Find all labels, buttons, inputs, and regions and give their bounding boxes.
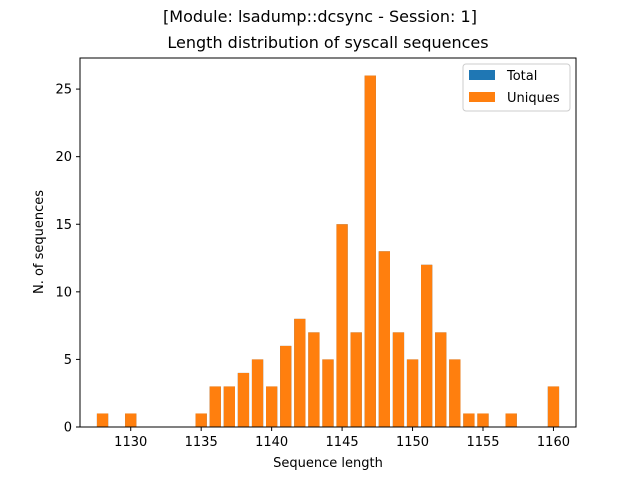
x-tick-label: 1150 bbox=[396, 435, 429, 450]
bar-uniques-1152 bbox=[435, 332, 447, 427]
bar-uniques-1155 bbox=[477, 413, 489, 427]
legend: Total Uniques bbox=[462, 63, 571, 112]
bar-uniques-1149 bbox=[392, 332, 405, 427]
x-axis-ticks: 1130 1135 1140 1145 1150 1155 1160 bbox=[114, 427, 570, 450]
y-axis-label: N. of sequences bbox=[32, 190, 47, 294]
bar-uniques-1140 bbox=[266, 386, 278, 427]
x-tick-label: 1145 bbox=[326, 435, 359, 450]
x-tick-label: 1130 bbox=[114, 435, 147, 450]
x-tick-label: 1155 bbox=[466, 435, 499, 450]
bar-uniques-1130 bbox=[125, 413, 137, 427]
plot-area-frame bbox=[79, 57, 577, 428]
y-tick-label: 20 bbox=[55, 150, 72, 165]
bar-uniques-1146 bbox=[350, 332, 362, 427]
bar-uniques-1139 bbox=[251, 359, 264, 427]
y-tick-label: 5 bbox=[64, 353, 72, 368]
bar-uniques-1141 bbox=[280, 345, 292, 427]
bar-uniques-1150 bbox=[406, 359, 419, 427]
chart-title: Length distribution of syscall sequences bbox=[167, 33, 489, 52]
bar-uniques-1148 bbox=[378, 251, 390, 427]
y-axis-ticks: 0 5 10 15 20 25 bbox=[55, 83, 80, 436]
bar-uniques-1137 bbox=[223, 386, 235, 427]
bar-uniques-1143 bbox=[308, 332, 320, 427]
bar-uniques-1138 bbox=[237, 372, 250, 427]
bar-uniques-1142 bbox=[294, 318, 306, 427]
x-tick-label: 1160 bbox=[537, 435, 570, 450]
legend-swatch-uniques bbox=[469, 92, 495, 102]
bar-uniques-1145 bbox=[336, 224, 348, 427]
figure-suptitle: [Module: lsadump::dcsync - Session: 1] bbox=[163, 7, 477, 26]
bar-uniques-1154 bbox=[463, 413, 475, 427]
legend-label-total: Total bbox=[506, 69, 537, 84]
bar-uniques-1136 bbox=[209, 386, 221, 427]
series-uniques-bars bbox=[96, 75, 560, 427]
bar-uniques-1151 bbox=[421, 264, 433, 427]
legend-swatch-total bbox=[469, 70, 495, 80]
x-tick-label: 1135 bbox=[185, 435, 218, 450]
bar-uniques-1147 bbox=[364, 75, 376, 427]
y-tick-label: 10 bbox=[55, 285, 72, 300]
bar-uniques-1135 bbox=[195, 413, 207, 427]
x-axis-label: Sequence length bbox=[273, 456, 383, 471]
bar-uniques-1144 bbox=[322, 359, 334, 427]
bar-uniques-1128 bbox=[96, 413, 109, 427]
y-tick-label: 15 bbox=[55, 218, 72, 233]
legend-label-uniques: Uniques bbox=[507, 91, 560, 106]
bar-uniques-1157 bbox=[505, 413, 517, 427]
x-tick-label: 1140 bbox=[255, 435, 288, 450]
bar-uniques-1153 bbox=[449, 359, 461, 427]
y-tick-label: 0 bbox=[64, 421, 72, 436]
y-tick-label: 25 bbox=[55, 83, 72, 98]
bar-uniques-1160 bbox=[547, 386, 560, 427]
